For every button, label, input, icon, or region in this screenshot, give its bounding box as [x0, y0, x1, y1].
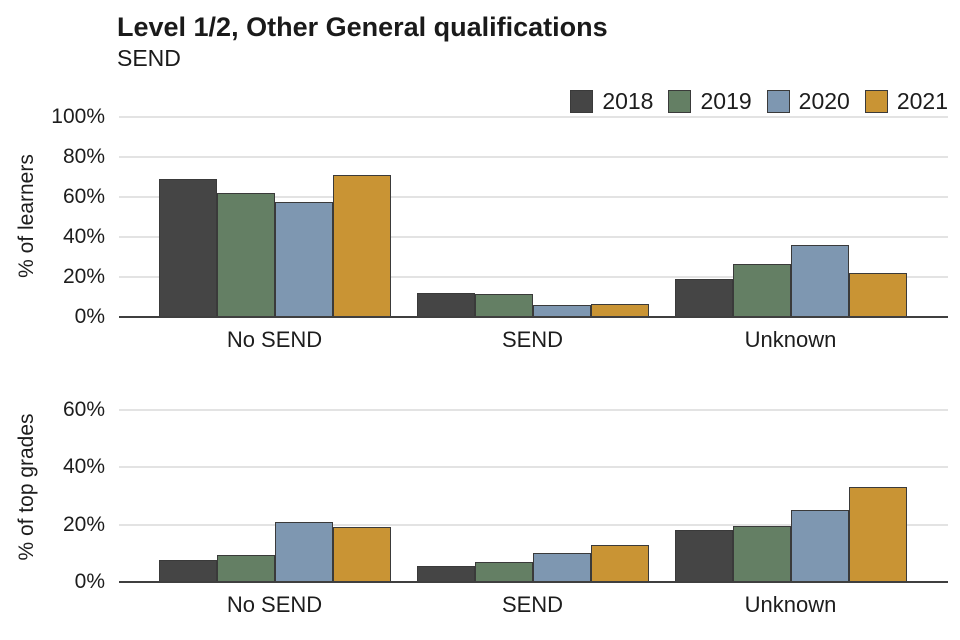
bar-2018-no-send [158, 179, 217, 317]
legend-item-2019: 2019 [668, 88, 752, 115]
bar-2020-send [532, 305, 591, 317]
bar-2021-unknown [848, 273, 907, 317]
bar-2019-send [474, 294, 533, 317]
legend-swatch-2021 [864, 90, 888, 113]
gridline-60 [119, 196, 948, 198]
bar-2019-no-send [216, 554, 275, 582]
bar-2018-unknown [674, 530, 733, 582]
bar-2019-send [474, 561, 533, 582]
gridline-40 [119, 236, 948, 238]
bar-2020-unknown [790, 510, 849, 582]
x-tick-label-send: SEND [501, 327, 564, 352]
gridline-40 [119, 466, 948, 468]
legend-swatch-2019 [668, 90, 692, 113]
legend-item-2021: 2021 [864, 88, 948, 115]
bar-2019-unknown [732, 264, 791, 317]
x-axis-line [119, 581, 948, 583]
legend-item-2018: 2018 [570, 88, 653, 115]
legend-label-2019: 2019 [700, 88, 752, 114]
bar-2020-unknown [790, 245, 849, 317]
y-axis-title-learners: % of learners [15, 154, 38, 278]
gridline-100 [119, 116, 948, 118]
gridline-20 [119, 276, 948, 278]
bar-2020-no-send [274, 202, 333, 317]
bar-2020-no-send [274, 521, 333, 582]
bar-2021-send [590, 544, 649, 582]
bar-2021-no-send [332, 527, 391, 582]
gridline-60 [119, 408, 948, 411]
bar-2021-send [590, 304, 649, 317]
bar-2021-unknown [848, 487, 907, 582]
x-tick-label-no-send: No SEND [226, 327, 323, 352]
bar-2018-unknown [674, 279, 733, 317]
bar-2020-send [532, 553, 591, 582]
bar-2021-no-send [332, 175, 391, 317]
gridline-20 [119, 523, 948, 526]
bar-2018-send [416, 566, 475, 582]
gridline-80 [119, 156, 948, 158]
legend: 2018 2019 2020 2021 [570, 88, 948, 115]
legend-label-2018: 2018 [602, 88, 654, 114]
x-tick-label-send: SEND [501, 592, 564, 617]
legend-item-2020: 2020 [766, 88, 850, 115]
x-axis-line [119, 316, 948, 318]
y-axis-title-top-grades: % of top grades [15, 413, 38, 561]
x-tick-label-no-send: No SEND [226, 592, 323, 617]
x-tick-label-unknown: Unknown [744, 592, 837, 617]
chart-title: Level 1/2, Other General qualifications [117, 12, 608, 42]
x-tick-label-unknown: Unknown [744, 327, 837, 352]
legend-swatch-2018 [570, 90, 594, 113]
bar-2018-no-send [158, 560, 217, 582]
legend-swatch-2020 [766, 90, 790, 113]
bar-2019-no-send [216, 193, 275, 317]
bar-2019-unknown [732, 525, 791, 582]
legend-label-2021: 2021 [896, 88, 948, 114]
bar-2018-send [416, 293, 475, 317]
chart-subtitle: SEND [117, 45, 181, 71]
legend-label-2020: 2020 [798, 88, 850, 114]
